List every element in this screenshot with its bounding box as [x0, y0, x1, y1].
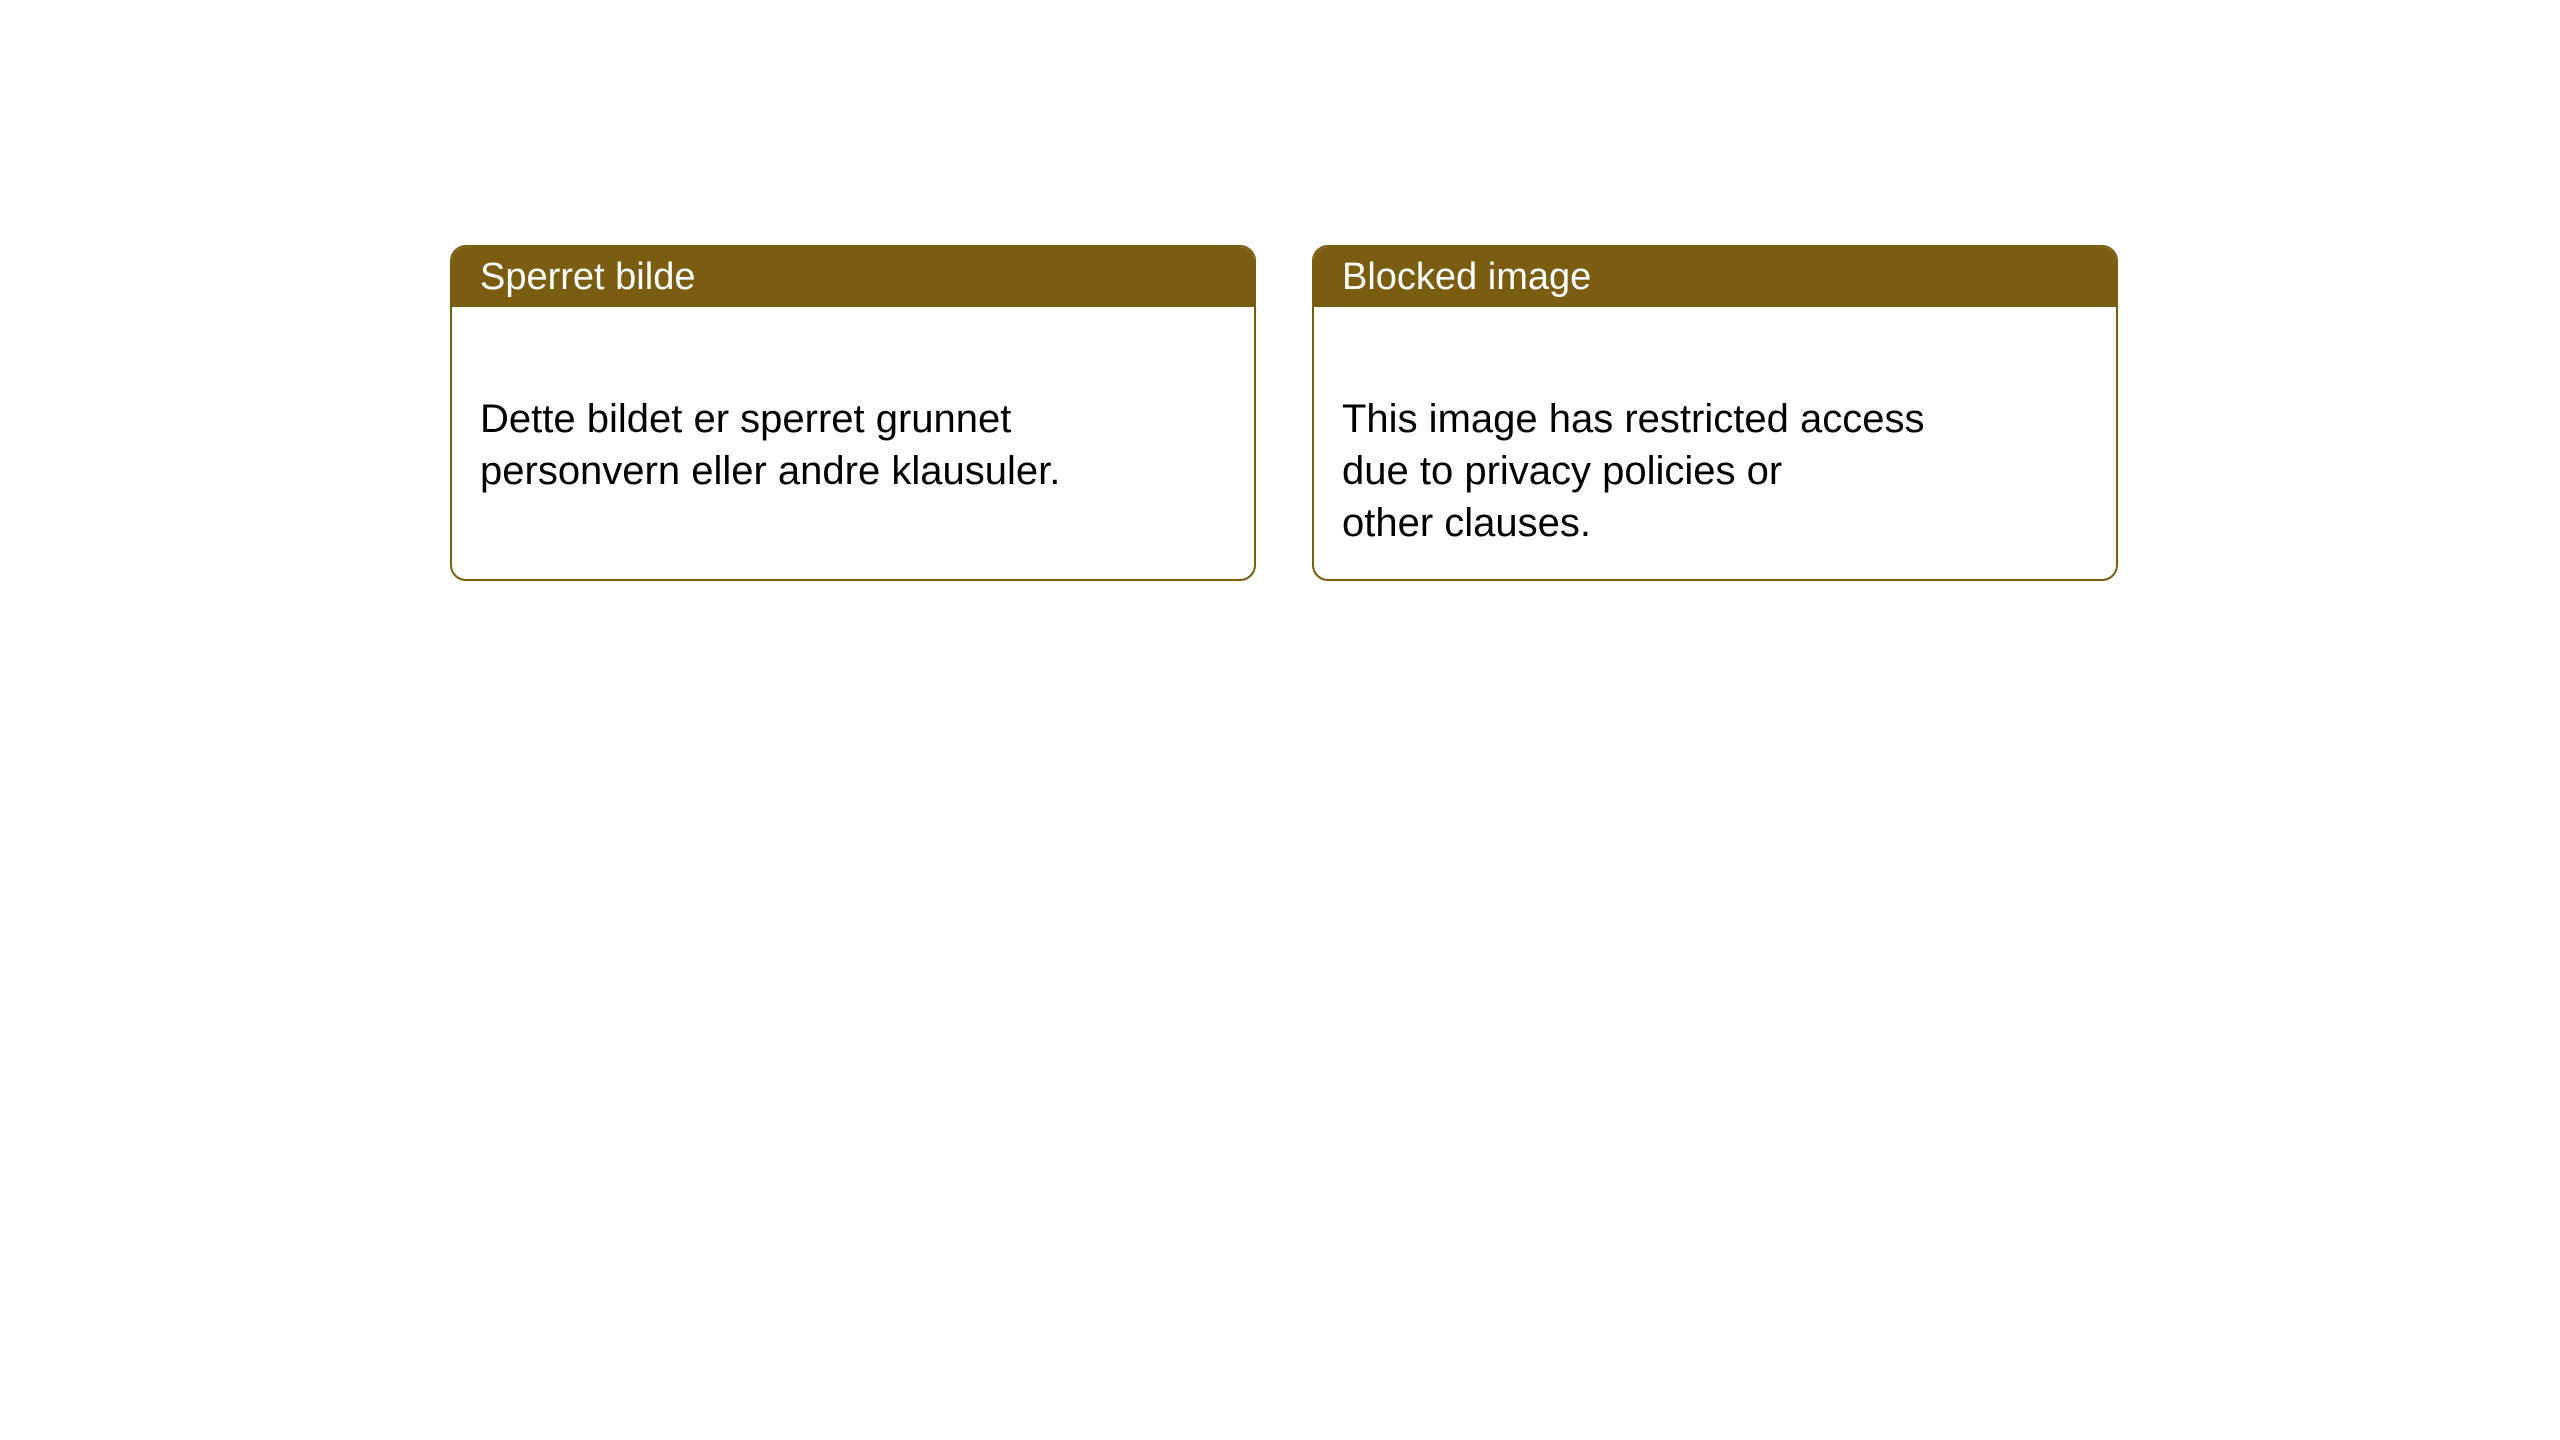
notice-body-norwegian: Dette bildet er sperret grunnet personve… [452, 307, 1254, 531]
notice-header-norwegian: Sperret bilde [452, 247, 1254, 307]
notice-header-english: Blocked image [1314, 247, 2116, 307]
notice-card-norwegian: Sperret bilde Dette bildet er sperret gr… [450, 245, 1256, 581]
notice-card-english: Blocked image This image has restricted … [1312, 245, 2118, 581]
notice-container: Sperret bilde Dette bildet er sperret gr… [0, 0, 2560, 581]
notice-text-english: This image has restricted access due to … [1342, 397, 1924, 545]
notice-body-english: This image has restricted access due to … [1314, 307, 2116, 581]
notice-text-norwegian: Dette bildet er sperret grunnet personve… [480, 397, 1060, 493]
notice-title-norwegian: Sperret bilde [480, 256, 695, 299]
notice-title-english: Blocked image [1342, 256, 1591, 299]
